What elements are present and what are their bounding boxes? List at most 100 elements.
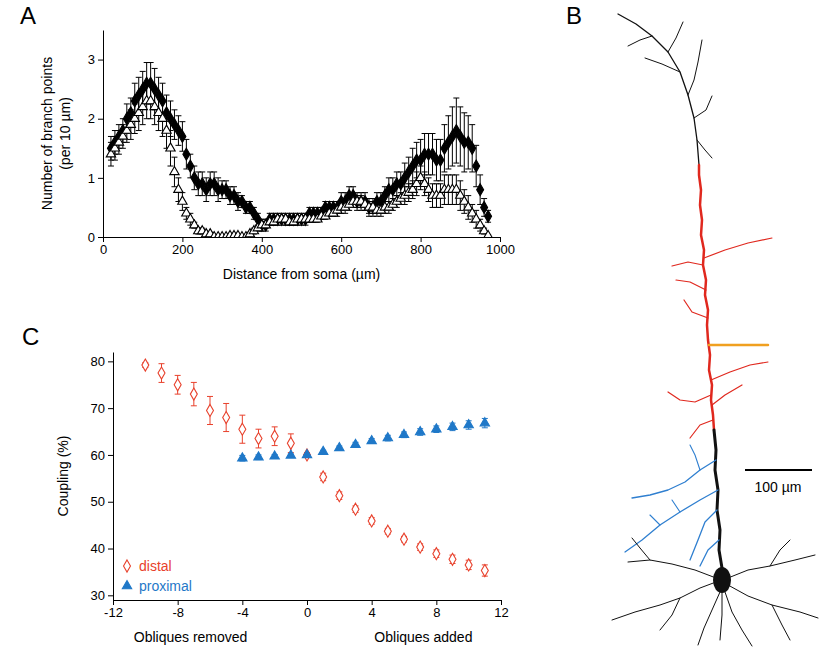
error-bar-cap xyxy=(457,106,463,107)
tick-label: 4 xyxy=(369,605,376,620)
error-bar-cap xyxy=(148,62,154,63)
error-bar-cap xyxy=(160,136,166,137)
tick: -12 xyxy=(104,600,123,620)
error-bar-cap xyxy=(215,177,221,178)
marker xyxy=(238,453,247,461)
error-bar-cap xyxy=(362,192,368,193)
error-bar xyxy=(457,107,463,166)
dendrite xyxy=(711,362,768,380)
error-bar-cap xyxy=(461,112,467,113)
error-bar-cap xyxy=(457,180,463,181)
error-bar xyxy=(256,429,262,448)
marker xyxy=(286,450,295,458)
dendrite xyxy=(628,36,652,46)
error-bar-cap xyxy=(272,445,278,446)
error-bar xyxy=(191,382,197,405)
tick-label: 0 xyxy=(304,605,311,620)
error-bar-cap xyxy=(171,157,177,158)
dendrite xyxy=(690,510,717,560)
error-bar-cap xyxy=(148,83,154,84)
tick-label: -4 xyxy=(237,605,249,620)
marker xyxy=(415,427,424,435)
dendrite xyxy=(772,605,790,640)
error-bar xyxy=(441,125,447,172)
error-bar-cap xyxy=(445,168,451,169)
tick: 600 xyxy=(331,237,353,257)
error-bar xyxy=(410,148,416,183)
error-bar-cap xyxy=(256,429,262,430)
error-bar xyxy=(477,175,483,205)
error-bar-cap xyxy=(441,124,447,125)
x-axis: 02004006008001000 xyxy=(100,237,515,257)
error-bar-cap xyxy=(418,139,424,140)
tick: -8 xyxy=(172,600,184,620)
error-bar xyxy=(159,364,165,383)
error-bar-cap xyxy=(152,89,158,90)
error-bar-cap xyxy=(132,133,138,134)
tick-label: 40 xyxy=(91,541,105,556)
error-bar-cap xyxy=(461,171,467,172)
y-axis-title: Number of branch points(per 10 µm) xyxy=(39,57,73,210)
tick-mark xyxy=(98,178,103,179)
error-bar-cap xyxy=(239,415,245,416)
series xyxy=(238,418,490,461)
dendrite xyxy=(628,560,716,578)
dendrite xyxy=(699,165,714,430)
error-bar-cap xyxy=(152,124,158,125)
tick: 50 xyxy=(91,494,113,509)
error-bar-cap xyxy=(159,363,165,364)
error-bar-cap xyxy=(465,195,471,196)
tick: 4 xyxy=(369,600,376,620)
dendrite xyxy=(709,344,768,347)
tick: 1000 xyxy=(486,237,515,257)
tick-mark xyxy=(108,408,113,409)
y-axis-title-line: (per 10 µm) xyxy=(57,97,73,170)
error-bar-cap xyxy=(132,103,138,104)
tick: 40 xyxy=(91,541,113,556)
error-bar-cap xyxy=(414,195,420,196)
error-bar-cap xyxy=(426,177,432,178)
error-bar-cap xyxy=(156,77,162,78)
tick-mark xyxy=(98,60,103,61)
tick-label: -12 xyxy=(104,605,123,620)
error-bar xyxy=(207,396,213,424)
tick: 400 xyxy=(251,237,273,257)
error-bar xyxy=(239,415,245,443)
legend-label: distal xyxy=(139,558,172,574)
marker xyxy=(473,160,480,172)
x-axis-title: Distance from soma (µm) xyxy=(223,266,380,282)
dendrite xyxy=(694,96,712,118)
error-bar-cap xyxy=(124,142,130,143)
marker xyxy=(351,439,360,447)
tick: 200 xyxy=(172,237,194,257)
dendrite xyxy=(650,515,660,525)
x-axis-title: Obliques added xyxy=(374,629,472,645)
tick: 30 xyxy=(91,588,113,603)
series xyxy=(106,83,493,237)
error-bar-cap xyxy=(445,115,451,116)
dendrite xyxy=(725,592,752,646)
dendrite xyxy=(690,445,700,470)
error-bar-cap xyxy=(402,186,408,187)
tick-mark xyxy=(108,549,113,550)
error-bar-cap xyxy=(430,133,436,134)
tick: 800 xyxy=(410,237,432,257)
error-bar xyxy=(272,427,278,446)
error-bar xyxy=(175,116,181,146)
error-bar-cap xyxy=(231,186,237,187)
tick-label: 12 xyxy=(494,605,508,620)
error-bar-cap xyxy=(167,100,173,101)
tick-mark xyxy=(98,119,103,120)
dendrite xyxy=(660,598,680,630)
error-bar-cap xyxy=(469,171,475,172)
dendrite xyxy=(720,593,722,640)
marker xyxy=(469,142,476,154)
dendrite xyxy=(688,40,702,95)
error-bar-cap xyxy=(116,154,122,155)
error-bar-cap xyxy=(378,216,384,217)
error-bar-cap xyxy=(256,447,262,448)
marker xyxy=(432,424,441,432)
error-bar-cap xyxy=(457,210,463,211)
figure: 020040060080010000123ADistance from soma… xyxy=(0,0,826,656)
error-bar-cap xyxy=(152,68,158,69)
